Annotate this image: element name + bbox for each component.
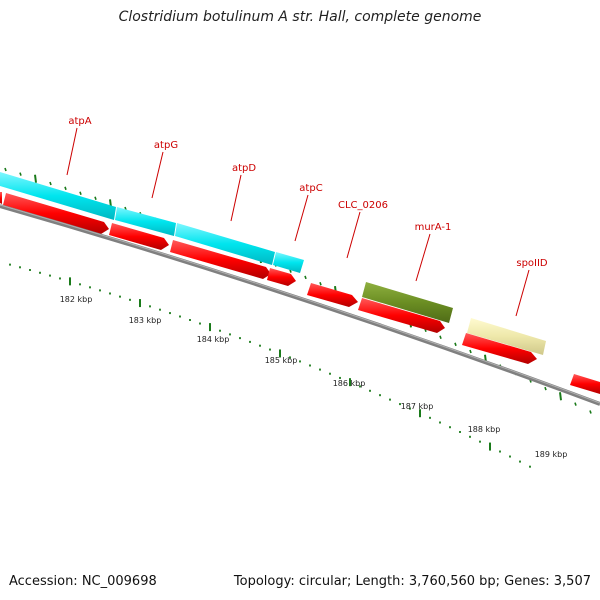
outer-tick <box>49 181 52 186</box>
feature-spoIID <box>467 318 546 355</box>
outer-tick <box>64 186 67 191</box>
kbp-label: 187 kbp <box>401 402 434 411</box>
gene-label-atpC: atpC <box>299 183 322 194</box>
gene-label-murA-1: murA-1 <box>415 222 452 233</box>
genome-stats-text: Topology: circular; Length: 3,760,560 bp… <box>233 574 591 589</box>
gene-label-atpG: atpG <box>154 140 178 151</box>
gene-label-atpA: atpA <box>68 116 91 127</box>
outer-tick <box>589 410 592 414</box>
cds-arrow-4 <box>170 240 271 279</box>
feature-murA <box>362 282 453 323</box>
cds-arrow-1 <box>0 192 2 204</box>
gene-label-spoIID: spoIID <box>516 258 548 269</box>
feature-atp-band-3 <box>175 223 275 265</box>
outer-tick <box>559 392 562 401</box>
cds-arrow-3 <box>109 223 169 250</box>
kbp-label: 183 kbp <box>129 316 162 325</box>
outer-tick <box>4 167 7 172</box>
label-leader-line <box>66 127 78 176</box>
kbp-label: 182 kbp <box>60 295 93 304</box>
inner-tick-row <box>9 263 531 468</box>
atp-operon-band <box>0 172 304 273</box>
gene-label-atpD: atpD <box>232 163 256 174</box>
outer-tick <box>544 386 547 391</box>
kbp-label: 185 kbp <box>265 356 298 365</box>
feature-atp-band-1 <box>0 172 116 220</box>
outer-tick <box>319 281 322 286</box>
label-leader-line <box>515 269 530 317</box>
cds-arrow-8 <box>462 333 537 364</box>
map-title: Clostridium botulinum A str. Hall, compl… <box>118 9 482 25</box>
kbp-label: 186 kbp <box>333 379 366 388</box>
kbp-scale-labels: 182 kbp 183 kbp 184 kbp 185 kbp 186 kbp 187 k… <box>60 295 568 459</box>
kbp-label: 188 kbp <box>468 425 501 434</box>
cds-arrow-6 <box>307 283 358 307</box>
cds-arrow-5 <box>267 268 296 286</box>
label-leader-line <box>415 233 431 282</box>
gene-labels: atpA atpG atpD atpC CLC_0206 murA-1 spoIID <box>66 116 548 317</box>
outer-tick <box>19 172 22 176</box>
cds-arrows <box>0 192 600 394</box>
label-leader-line <box>230 174 242 222</box>
kbp-label: 184 kbp <box>197 335 230 344</box>
outer-tick <box>304 275 307 280</box>
genome-backbone-highlight <box>0 204 600 404</box>
outer-tick <box>34 174 37 183</box>
label-leader-line <box>346 211 361 259</box>
feature-atp-band-2 <box>115 207 176 236</box>
cds-arrow-2 <box>3 193 109 234</box>
label-leader-line <box>151 151 164 199</box>
cds-arrow-9 <box>570 374 600 394</box>
kbp-label: 189 kbp <box>535 450 568 459</box>
outer-tick <box>469 349 472 354</box>
outer-tick <box>94 196 97 200</box>
outer-tick <box>79 191 82 195</box>
outer-tick <box>439 335 442 339</box>
feature-atp-band-4 <box>273 252 304 273</box>
outer-tick <box>454 342 457 347</box>
gene-label-CLC_0206: CLC_0206 <box>338 200 388 211</box>
label-leader-line <box>294 194 309 242</box>
accession-text: Accession: NC_009698 <box>9 574 157 589</box>
outer-tick <box>289 269 292 273</box>
cds-arrow-7 <box>358 298 445 333</box>
genome-backbone <box>0 204 600 406</box>
outer-tick <box>574 402 577 406</box>
